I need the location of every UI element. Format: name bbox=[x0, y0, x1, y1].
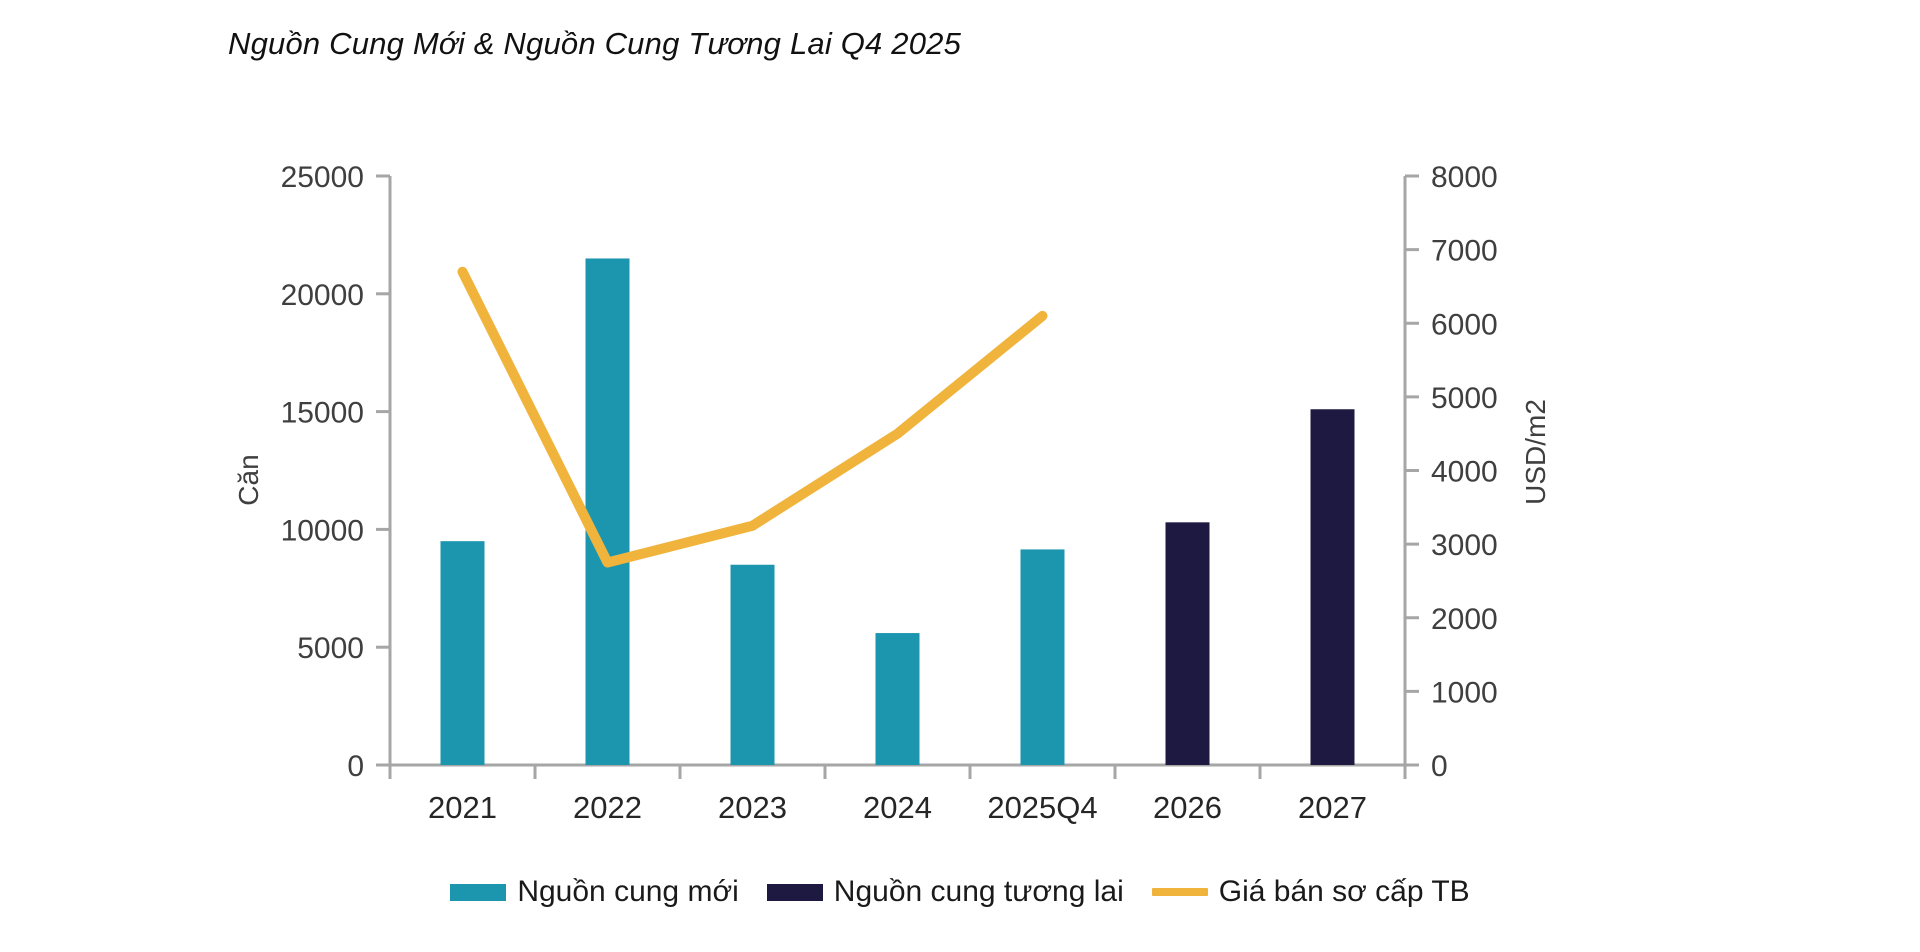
left-axis-tick-label: 15000 bbox=[281, 397, 364, 430]
left-axis-title: Căn bbox=[233, 454, 264, 505]
x-axis-category-label: 2025Q4 bbox=[987, 790, 1097, 825]
chart-bar[interactable] bbox=[875, 633, 920, 765]
legend-label-future-supply: Nguồn cung tương lai bbox=[833, 875, 1124, 908]
chart-legend: Nguồn cung mới Nguồn cung tương lai Giá … bbox=[0, 875, 1920, 909]
right-axis-tick-label: 2000 bbox=[1431, 603, 1498, 636]
right-axis-tick-label: 5000 bbox=[1431, 382, 1498, 415]
chart-bar[interactable] bbox=[1165, 522, 1210, 765]
right-axis-tick-label: 8000 bbox=[1431, 161, 1498, 194]
x-axis-category-label: 2021 bbox=[428, 790, 497, 825]
right-axis-tick-label: 7000 bbox=[1431, 235, 1498, 268]
legend-item-new-supply[interactable]: Nguồn cung mới bbox=[450, 875, 739, 909]
chart-bar[interactable] bbox=[1310, 409, 1355, 765]
right-axis-tick-label: 4000 bbox=[1431, 456, 1498, 489]
left-axis-tick-label: 25000 bbox=[281, 161, 364, 194]
chart-bar[interactable] bbox=[440, 541, 485, 765]
legend-item-future-supply[interactable]: Nguồn cung tương lai bbox=[766, 875, 1124, 909]
x-axis-category-label: 2022 bbox=[573, 790, 642, 825]
right-axis-tick-label: 0 bbox=[1431, 750, 1448, 783]
left-axis-tick-label: 10000 bbox=[281, 514, 364, 547]
legend-line-primary-price bbox=[1151, 888, 1208, 896]
chart-bar[interactable] bbox=[1020, 549, 1065, 765]
right-axis-tick-label: 6000 bbox=[1431, 308, 1498, 341]
chart-bar[interactable] bbox=[730, 564, 775, 765]
left-axis-tick-label: 0 bbox=[347, 750, 364, 783]
x-axis-category-label: 2027 bbox=[1298, 790, 1367, 825]
legend-label-new-supply: Nguồn cung mới bbox=[517, 875, 739, 908]
legend-label-primary-price: Giá bán sơ cấp TB bbox=[1218, 875, 1470, 908]
x-axis-category-label: 2024 bbox=[863, 790, 932, 825]
chart-bar[interactable] bbox=[585, 258, 630, 765]
chart-line[interactable] bbox=[457, 266, 1048, 568]
legend-swatch-future-supply bbox=[766, 883, 823, 901]
right-axis-title: USD/m2 bbox=[1520, 399, 1551, 505]
left-axis-tick-label: 5000 bbox=[297, 632, 364, 665]
right-axis-tick-label: 1000 bbox=[1431, 676, 1498, 709]
legend-swatch-new-supply bbox=[450, 883, 507, 901]
x-axis-category-label: 2023 bbox=[718, 790, 787, 825]
left-axis-tick-label: 20000 bbox=[281, 279, 364, 312]
x-axis-category-label: 2026 bbox=[1153, 790, 1222, 825]
legend-item-primary-price[interactable]: Giá bán sơ cấp TB bbox=[1151, 875, 1470, 909]
chart-title: Nguồn Cung Mới & Nguồn Cung Tương Lai Q4… bbox=[228, 26, 962, 61]
right-axis-tick-label: 3000 bbox=[1431, 529, 1498, 562]
